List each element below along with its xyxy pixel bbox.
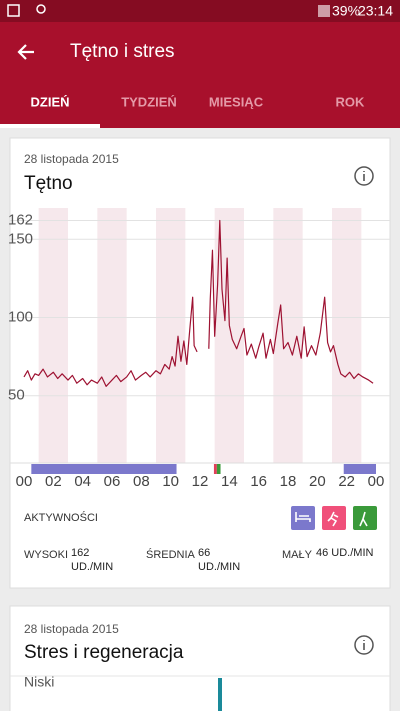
hour-band [273, 208, 303, 463]
x-tick-label: 08 [133, 473, 150, 490]
tab[interactable]: ROK [336, 94, 366, 109]
tab[interactable]: TYDZIEŃ [121, 94, 177, 109]
hour-band [97, 208, 127, 463]
x-tick-label: 14 [221, 473, 238, 490]
y-tick-label: 50 [8, 387, 25, 404]
level-label: Niski [24, 674, 54, 690]
stat-value: 46 UD./MIN [316, 547, 374, 559]
activity-span [213, 464, 217, 474]
stat-value: 66 UD./MIN [198, 547, 241, 573]
hour-band [332, 208, 362, 463]
status-bar [0, 0, 400, 22]
x-tick-label: 10 [162, 473, 179, 490]
battery-text: 39% [332, 3, 360, 19]
hour-band [156, 208, 186, 463]
x-tick-label: 04 [74, 473, 91, 490]
card-title: Stres i regeneracja [24, 642, 184, 663]
stress-bar [218, 678, 222, 711]
clock: 23:14 [358, 3, 393, 19]
tab-indicator [0, 124, 100, 128]
tab[interactable]: DZIEŃ [31, 94, 70, 109]
x-tick-label: 22 [338, 473, 355, 490]
app-title: Tętno i stres [70, 41, 175, 62]
y-tick-label: 150 [8, 230, 33, 247]
status-icon [7, 4, 20, 17]
x-tick-label: 00 [368, 473, 385, 490]
app-bar [0, 22, 400, 128]
run-icon[interactable] [322, 506, 346, 530]
x-tick-label: 18 [280, 473, 297, 490]
status-icon [318, 5, 330, 17]
card-title: Tętno [24, 173, 73, 194]
card-date: 28 listopada 2015 [24, 622, 119, 636]
x-tick-label: 00 [16, 473, 33, 490]
icon-glyph [359, 511, 368, 527]
status-icon [36, 4, 46, 14]
x-tick-label: 16 [250, 473, 267, 490]
x-tick-label: 12 [192, 473, 209, 490]
hour-band [214, 208, 244, 463]
walk-icon[interactable] [353, 506, 377, 530]
hour-band [38, 208, 68, 463]
y-tick-label: 100 [8, 308, 33, 325]
icon-glyph [327, 511, 339, 527]
activities-label: AKTYWNOŚCI [24, 511, 98, 524]
info-button[interactable] [354, 166, 374, 186]
activity-span [343, 464, 376, 474]
info-button[interactable] [354, 635, 374, 655]
y-tick-label: 162 [8, 211, 33, 228]
stat-label: MAŁY [282, 549, 312, 561]
tab[interactable]: MIESIĄC [209, 94, 264, 109]
x-tick-label: 20 [309, 473, 326, 490]
icon-glyph [295, 512, 311, 522]
x-tick-label: 02 [45, 473, 62, 490]
back-button[interactable] [17, 44, 34, 60]
activity-span [31, 464, 177, 474]
x-tick-label: 06 [104, 473, 121, 490]
card-date: 28 listopada 2015 [24, 152, 119, 166]
heart-rate-line [23, 219, 374, 387]
sleep-icon[interactable] [291, 506, 315, 530]
stress-card [9, 605, 391, 711]
stat-value: 162 UD./MIN [71, 547, 114, 573]
stat-label: ŚREDNIA [146, 549, 195, 561]
activity-span [216, 464, 221, 474]
stat-label: WYSOKI [24, 549, 69, 561]
